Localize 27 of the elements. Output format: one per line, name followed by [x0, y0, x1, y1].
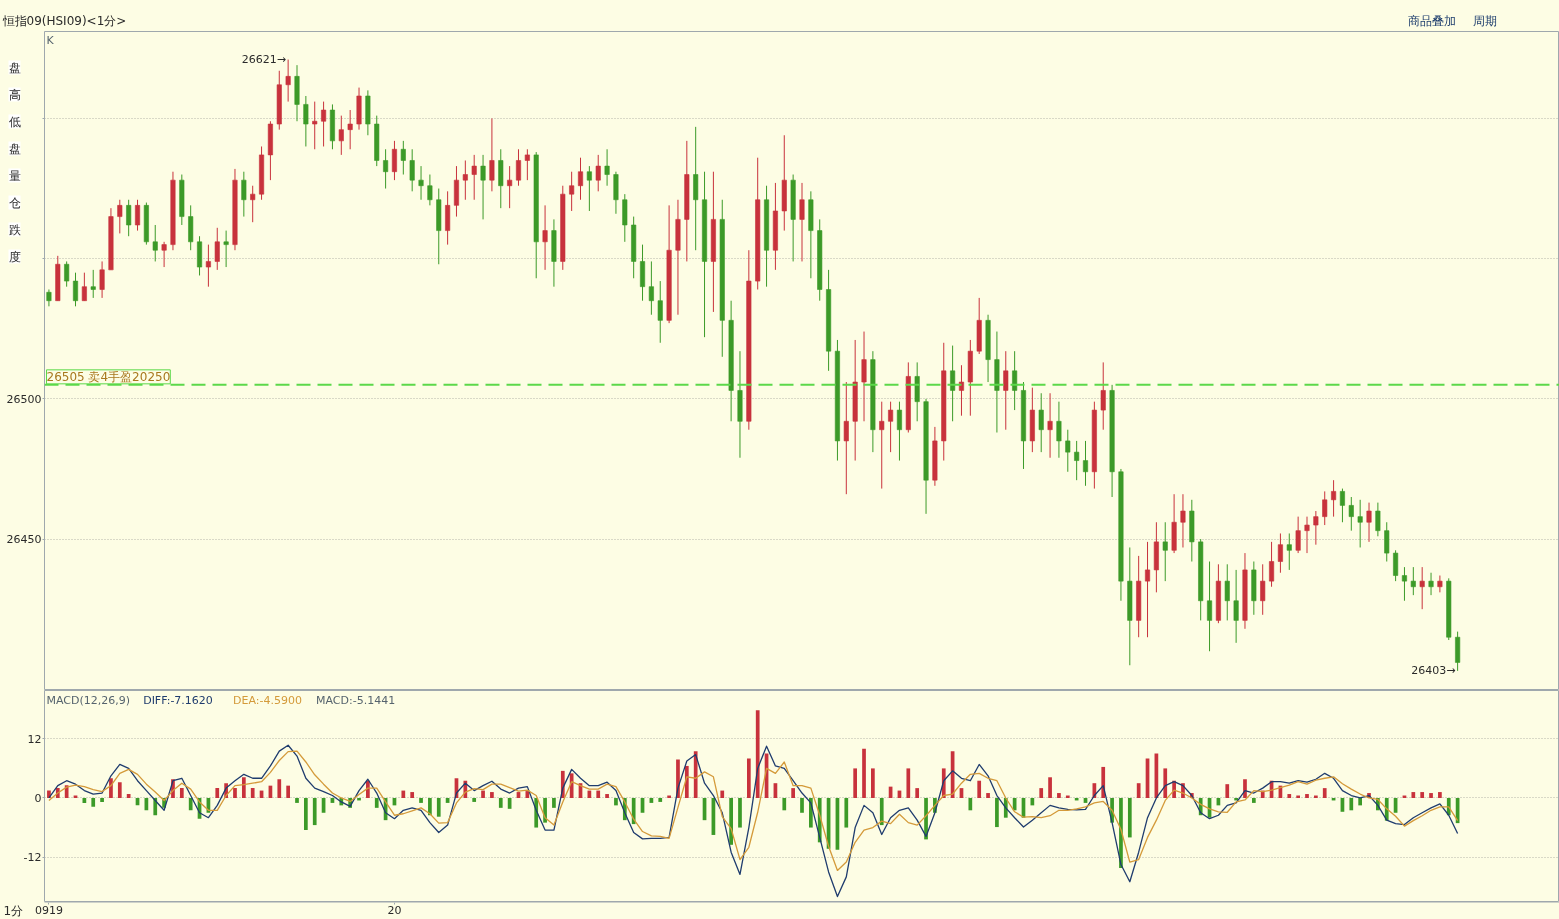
text: 跌	[8, 222, 21, 237]
text: 周期	[1472, 13, 1497, 28]
y-tick-label: 12	[27, 732, 42, 746]
x-tick-label: 0919	[34, 903, 63, 917]
text: 商品叠加	[1407, 13, 1456, 28]
text: K	[46, 34, 55, 47]
text: DEA:-4.5900	[233, 694, 302, 707]
text: 盘	[8, 141, 21, 156]
text: 低	[8, 114, 21, 129]
text: DIFF:-7.1620	[143, 694, 213, 707]
y-tick-label: -12	[23, 851, 42, 865]
y-tick-label: 26500	[6, 392, 42, 406]
chart-title: 恒指09(HSI09)<1分>	[1, 13, 127, 28]
x-tick-label: 20	[387, 903, 402, 917]
annotation: 26403→	[1411, 664, 1456, 678]
text: 盘	[8, 60, 21, 75]
text: 1分	[3, 904, 24, 918]
chart-title: MACD(12,26,9)	[46, 694, 131, 707]
annotation: 26621→	[241, 53, 286, 67]
text: 仓	[8, 195, 21, 210]
y-tick-label: 0	[34, 791, 42, 805]
annotation: MACD:-5.1441	[316, 694, 396, 707]
text: 度	[8, 249, 21, 264]
text: 高	[8, 87, 21, 102]
y-tick-label: 26450	[6, 533, 42, 547]
ref-line-label: 26505 卖4手盈20250	[46, 369, 171, 384]
text: 量	[8, 168, 21, 183]
